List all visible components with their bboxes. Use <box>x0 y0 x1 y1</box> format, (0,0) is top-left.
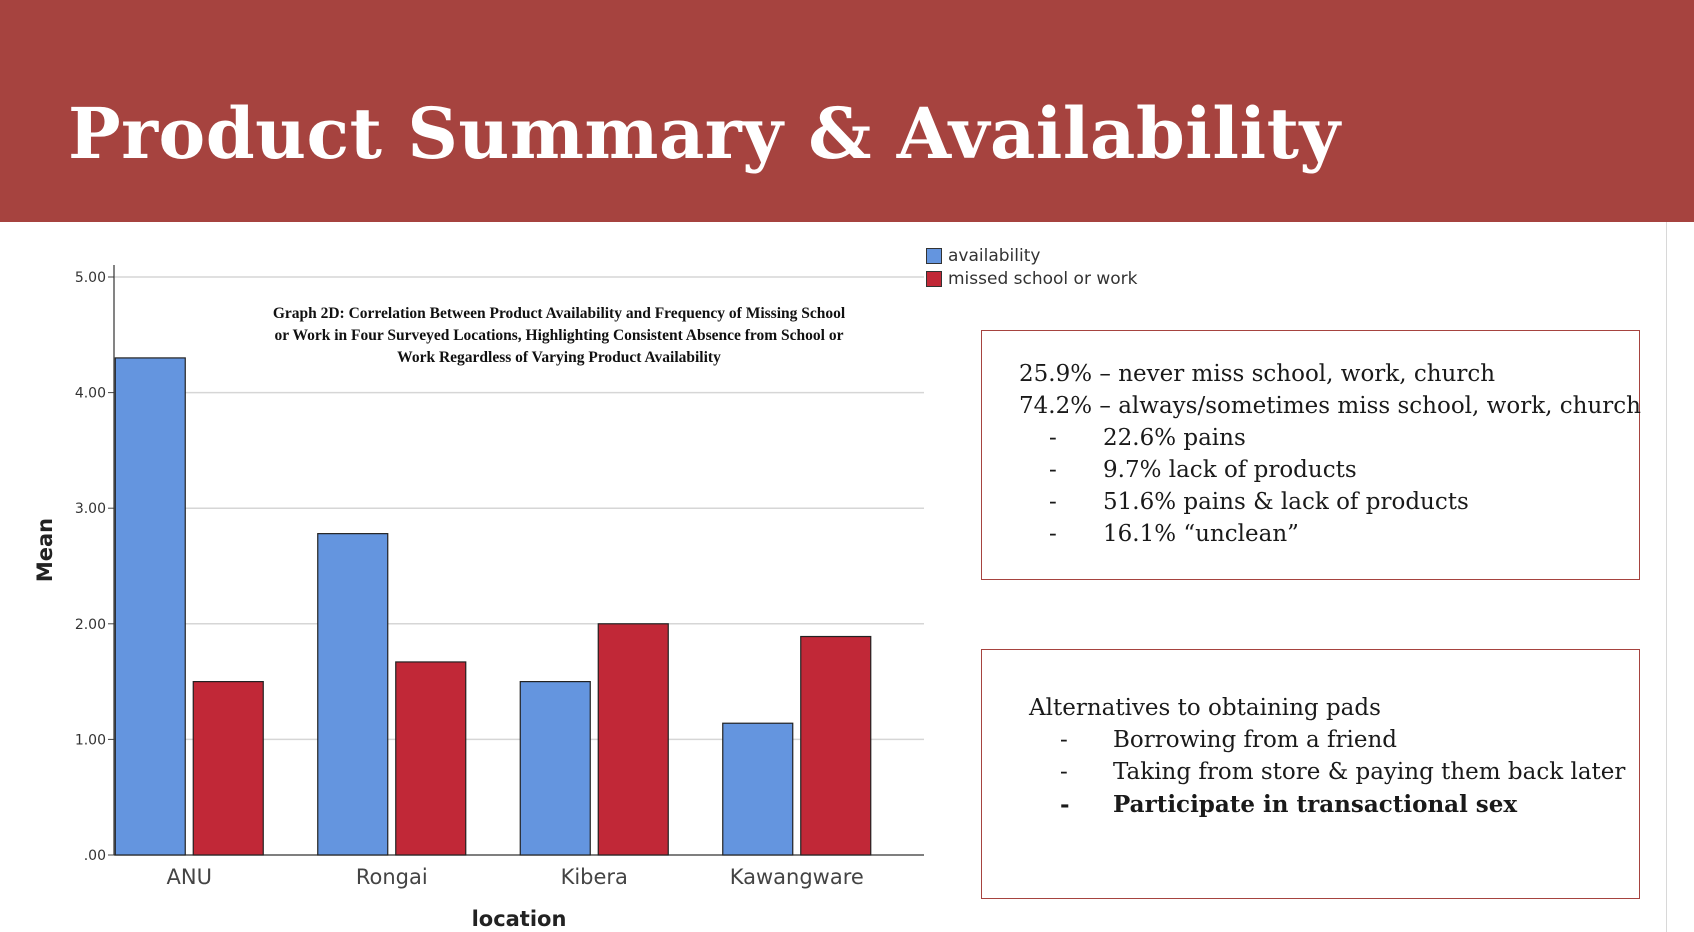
chart-title-line: Work Regardless of Varying Product Avail… <box>397 349 721 366</box>
bar-availability-kibera <box>519 681 591 856</box>
legend-label: missed school or work <box>948 269 1138 289</box>
chart-title-line: or Work in Four Surveyed Locations, High… <box>274 327 844 344</box>
x-tick-label: Rongai <box>356 865 428 889</box>
bar-availability-kawangware <box>722 722 794 856</box>
bar-missed-school-or-work-kibera <box>597 623 669 856</box>
x-tick-label: Kibera <box>561 865 628 889</box>
x-tick-label: ANU <box>167 865 212 889</box>
chart-title-line: Graph 2D: Correlation Between Product Av… <box>272 305 846 322</box>
bar-availability-anu <box>114 357 186 856</box>
title-banner: Product Summary & Availability <box>0 0 1694 222</box>
alternatives-bullet: Participate in transactional sex <box>1113 791 1518 818</box>
y-tick-label: .00 <box>84 848 106 864</box>
chart-title: Graph 2D: Correlation Between Product Av… <box>236 303 882 369</box>
bar-missed-school-or-work-rongai <box>395 661 467 856</box>
y-tick-label: 3.00 <box>75 501 106 517</box>
y-tick-label: 4.00 <box>75 386 106 402</box>
legend-label: availability <box>948 246 1041 266</box>
summary-bullet: 16.1% “unclean” <box>1103 521 1299 547</box>
slide-edge <box>1666 222 1667 932</box>
bullet-dash: - <box>1049 521 1057 547</box>
y-axis-label: Mean <box>33 518 57 582</box>
page-title: Product Summary & Availability <box>68 92 1341 175</box>
y-tick-label: 2.00 <box>75 617 106 633</box>
x-axis-label: location <box>472 907 567 931</box>
y-tick-label: 1.00 <box>75 732 106 748</box>
bar-chart: .00 1.00 2.00 3.00 4.00 5.00 ANU Rongai Kibera Ka… <box>33 265 924 931</box>
bar-missed-school-or-work-anu <box>192 681 264 856</box>
summary-bullet: 9.7% lack of products <box>1103 457 1357 483</box>
summary-bullet: 51.6% pains & lack of products <box>1103 489 1469 515</box>
summary-box: 25.9% – never miss school, work, church … <box>981 330 1641 580</box>
y-tick-label: 5.00 <box>75 270 106 286</box>
bullet-dash: - <box>1049 425 1057 451</box>
summary-line: 74.2% – always/sometimes miss school, wo… <box>1019 393 1641 419</box>
alternatives-bullet: Borrowing from a friend <box>1113 727 1397 753</box>
bullet-dash: - <box>1060 759 1068 785</box>
bullet-dash: - <box>1060 727 1068 753</box>
alternatives-bullet: Taking from store & paying them back lat… <box>1113 759 1626 785</box>
bullet-dash: - <box>1049 457 1057 483</box>
alternatives-box: Alternatives to obtaining pads - Borrowi… <box>981 649 1640 899</box>
bar-missed-school-or-work-kawangware <box>800 635 872 856</box>
x-tick-label: Kawangware <box>730 865 864 889</box>
alternatives-heading: Alternatives to obtaining pads <box>1029 695 1381 721</box>
summary-line: 25.9% – never miss school, work, church <box>1019 361 1496 387</box>
bar-availability-rongai <box>317 533 389 856</box>
bullet-dash: - <box>1049 489 1057 515</box>
summary-bullet: 22.6% pains <box>1103 425 1246 451</box>
bullet-dash: - <box>1060 791 1070 818</box>
legend-swatch-missed <box>926 271 942 287</box>
legend-swatch-availability <box>926 248 942 264</box>
